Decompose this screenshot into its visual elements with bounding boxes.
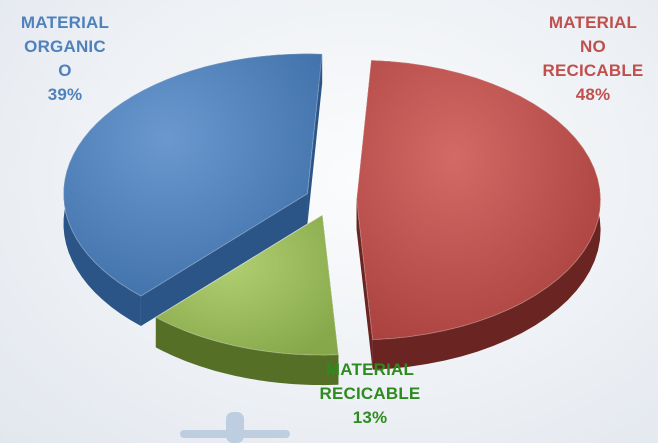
slice-label-recicable: MATERIAL RECICABLE 13% — [319, 360, 421, 427]
slice-label-organico: MATERIAL ORGANIC O 39% — [20, 13, 110, 104]
slice-organico — [63, 53, 323, 327]
slice-no-recicable — [356, 59, 602, 370]
decorative-figure-icon — [180, 412, 290, 443]
slice-label-no-recicable: MATERIAL NO RECICABLE 48% — [542, 13, 644, 104]
slice-recicable — [154, 214, 339, 386]
